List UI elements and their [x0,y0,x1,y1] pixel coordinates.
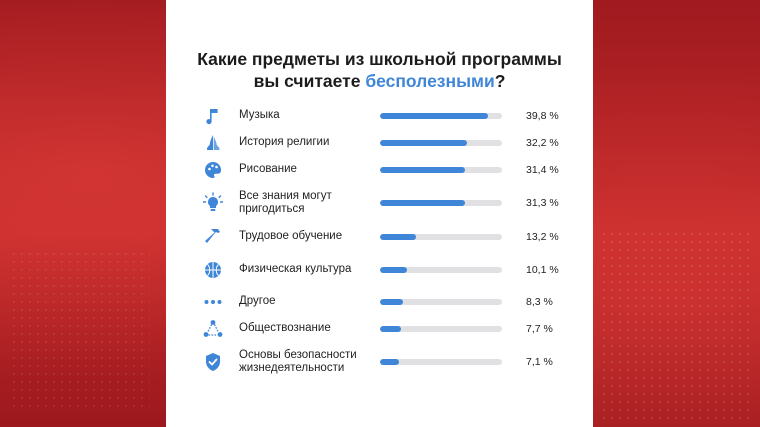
dot-pattern-right [600,230,750,420]
value-label: 39,8 % [526,110,559,122]
basketball-icon [202,259,224,281]
category-label: Другое [239,295,276,307]
hammer-icon [202,226,224,248]
title-line-1: Какие предметы из школьной программы [197,49,562,69]
shield-check-icon [202,351,224,373]
category-label: Основы безопасности жизнедеятельности [239,348,357,375]
bar [380,234,416,240]
category-label: Физическая культура [239,262,352,275]
category-label: Музыка [239,109,280,121]
title-line-2-prefix: вы считаете [253,71,366,91]
lightbulb-icon [202,192,224,214]
value-label: 7,1 % [526,356,553,368]
title-line-2-suffix: ? [494,71,506,91]
value-label: 31,4 % [526,164,559,176]
music-note-icon [202,105,224,127]
people-network-icon [202,318,224,340]
value-label: 13,2 % [526,231,559,243]
title-line-2: вы считаете бесполезными? [166,70,593,92]
category-label: Трудовое обучение [239,230,343,242]
bar [380,326,401,332]
bar [380,113,488,119]
bar [380,140,468,146]
palette-icon [202,159,224,181]
survey-card: Какие предметы из школьной программы вы … [166,0,593,427]
bar-track [380,326,502,332]
dot-pattern-left [10,250,150,410]
chart-title: Какие предметы из школьной программы вы … [166,48,593,92]
bar [380,359,400,365]
category-label: История религии [239,136,330,148]
bar-track [380,167,502,173]
value-label: 32,2 % [526,137,559,149]
praying-hands-icon [202,132,224,154]
bar [380,167,466,173]
bar-track [380,234,502,240]
dots-icon [202,291,224,313]
value-label: 7,7 % [526,323,553,335]
bar-track [380,113,502,119]
bar [380,266,408,273]
bar [380,200,465,206]
category-label: Обществознание [239,322,331,334]
title-highlight: бесполезными [365,71,495,91]
bar-track [380,359,502,365]
value-label: 8,3 % [526,296,553,308]
bar-track [380,266,502,273]
category-label: Все знания могут пригодиться [239,189,332,216]
bar-track [380,299,502,305]
bar-track [380,140,502,146]
value-label: 10,1 % [526,263,559,276]
value-label: 31,3 % [526,197,559,209]
category-label: Рисование [239,163,297,175]
bar-track [380,200,502,206]
bar [380,299,403,305]
